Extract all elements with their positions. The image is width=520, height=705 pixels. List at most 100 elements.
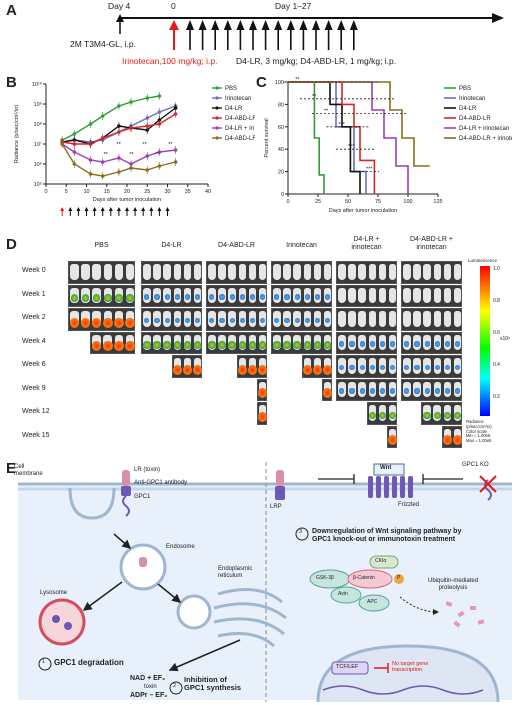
luminescence-signal <box>81 294 90 302</box>
data-point <box>88 142 93 146</box>
mouse-image <box>248 264 257 280</box>
mouse-image <box>403 381 411 397</box>
survival-curve <box>288 81 367 194</box>
luminescence-signal <box>274 317 280 324</box>
legend-label: D4-LR + irinotecan <box>459 126 509 132</box>
legend-label: D4-LR <box>459 106 477 112</box>
step3-number: 3 <box>299 529 303 535</box>
mouse-image <box>173 264 182 280</box>
luminescence-signal <box>257 364 268 375</box>
luminescence-signal <box>404 388 410 394</box>
y-tick-label: 80 <box>278 102 284 108</box>
x-tick-label: 5 <box>65 189 68 195</box>
label-no-target: No target gene transcription <box>392 661 429 674</box>
mouse-image <box>338 334 346 350</box>
mouse-image <box>247 358 258 375</box>
survival-curve <box>288 81 361 194</box>
luminescence-signal <box>322 364 333 375</box>
significance-mark: ** <box>155 152 160 158</box>
legend-marker <box>215 106 219 110</box>
week-label: Week 4 <box>22 337 46 345</box>
mouse-image <box>453 264 462 280</box>
data-point <box>145 124 150 128</box>
mouse-image <box>70 264 79 280</box>
luminescence-signal <box>193 341 202 349</box>
legend-marker <box>215 116 219 120</box>
mouse-image <box>453 358 462 374</box>
luminescence-signal <box>260 294 266 300</box>
mouse-image <box>114 311 124 328</box>
y-tick-label: 10⁵ <box>34 181 42 188</box>
mouse-image <box>218 334 226 350</box>
luminescence-signal <box>163 341 171 349</box>
data-point <box>72 150 77 154</box>
dose-arrow <box>157 207 162 216</box>
mouse-image <box>283 334 291 350</box>
mouse-image <box>338 264 346 280</box>
legend-label: Irinotecan <box>225 96 251 102</box>
imaging-cell <box>301 355 333 378</box>
imaging-cell <box>141 284 202 307</box>
phospho-node <box>394 574 404 584</box>
mouse-image <box>218 287 226 303</box>
legend-label: PBS <box>225 86 237 92</box>
luminescence-signal <box>183 341 192 349</box>
imaging-cell <box>401 261 462 284</box>
panel-label-b: B <box>6 74 17 91</box>
mouse-image <box>283 311 291 327</box>
luminescence-signal <box>164 317 170 324</box>
mouse-image <box>182 358 193 375</box>
imaging-column-label: PBS <box>94 242 109 249</box>
series-line <box>61 95 160 141</box>
mouse-image <box>322 358 333 375</box>
mouse-image <box>423 334 431 350</box>
mouse-image <box>193 311 202 327</box>
mouse-image <box>378 381 387 397</box>
colorbar-tick-label: 0.2 <box>493 394 500 400</box>
week-label: Week 1 <box>22 290 46 298</box>
data-point <box>157 164 162 168</box>
er-shape <box>213 588 287 648</box>
dose-arrow <box>149 207 154 216</box>
significance-mark: ** <box>168 142 173 148</box>
imaging-cell <box>401 355 462 378</box>
mouse-image <box>338 358 346 374</box>
luminescence-signal <box>258 341 267 349</box>
data-point <box>145 154 150 158</box>
mouse-image <box>348 287 356 303</box>
mouse-image <box>92 287 101 303</box>
luminescence-signal <box>313 341 322 349</box>
gpc1-receptor <box>121 470 131 517</box>
dose-arrow <box>223 20 232 50</box>
luminescence-signal <box>229 294 235 300</box>
mouse-image <box>413 311 421 327</box>
legend-label: D4-ABD-LR + Iri <box>225 136 255 142</box>
mouse-image <box>273 334 281 350</box>
data-point <box>117 170 121 174</box>
mouse-image <box>70 287 79 303</box>
mouse-image <box>442 428 453 446</box>
y-tick-label: 10¹⁰ <box>32 81 43 88</box>
luminescence-signal <box>294 317 300 324</box>
luminescence-signal <box>369 341 375 347</box>
luminescence-signal <box>339 341 345 347</box>
luminescence-signal <box>359 364 365 371</box>
dose-arrow <box>274 20 283 50</box>
mouse-image <box>153 264 161 280</box>
luminescence-signal <box>339 364 345 371</box>
imaging-cell <box>321 378 333 401</box>
mouse-image <box>293 287 301 303</box>
mouse-image <box>172 358 183 375</box>
timeline-day0: 0 <box>171 1 176 11</box>
data-point <box>72 142 77 146</box>
luminescence-signal <box>323 341 332 349</box>
x-tick-label: 25 <box>315 199 321 205</box>
imaging-cell <box>401 284 462 307</box>
mouse-image <box>368 264 377 280</box>
luminescence-signal <box>257 411 268 422</box>
dose-arrow <box>100 207 105 216</box>
luminescence-signal <box>314 294 321 300</box>
luminescence-signal <box>103 341 113 352</box>
mouse-image <box>228 264 236 280</box>
dose-arrow <box>186 20 194 50</box>
